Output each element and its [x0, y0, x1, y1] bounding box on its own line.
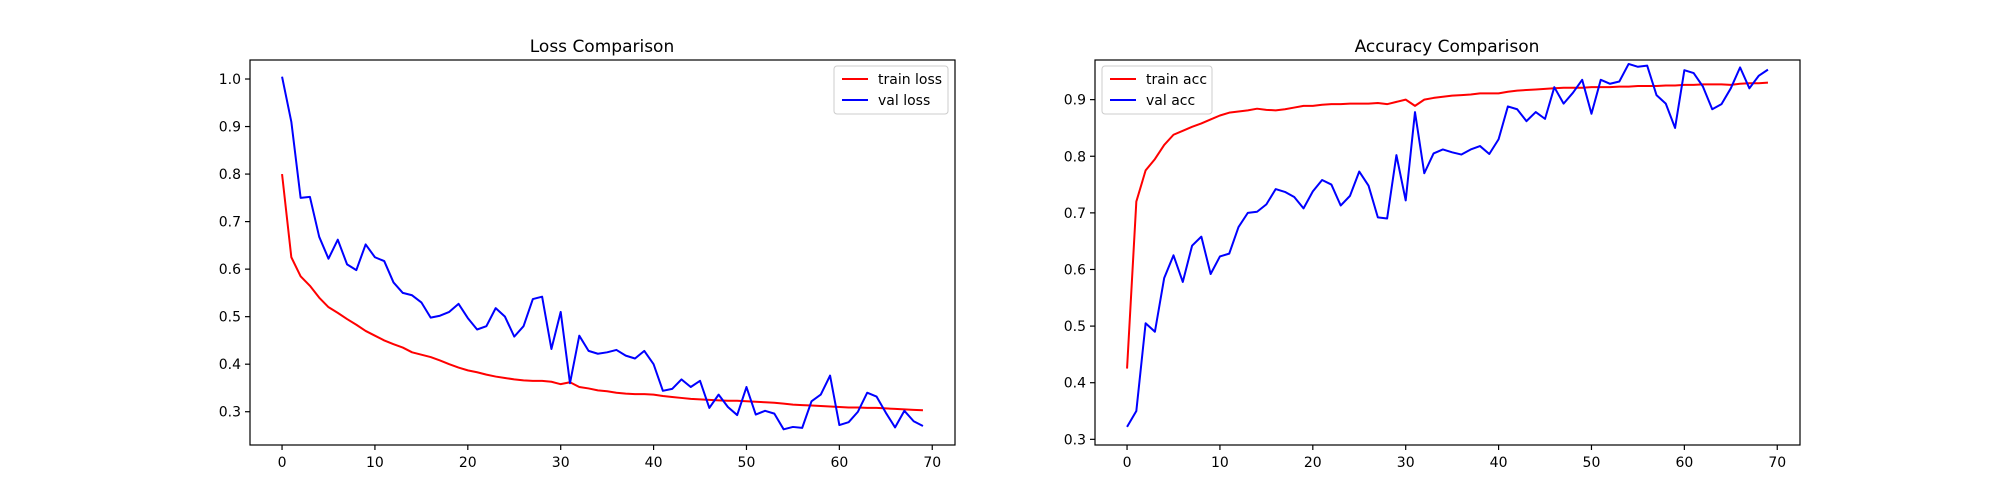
accuracy-x-tick-label: 60 [1675, 455, 1693, 471]
accuracy-chart-title: Accuracy Comparison [1355, 37, 1540, 57]
loss-x-tick-label: 20 [459, 455, 477, 471]
accuracy-series-val-acc [1126, 62, 1769, 428]
loss-chart: Loss Comparison 0 10 20 30 40 50 60 70 0.30.40.… [219, 37, 956, 471]
accuracy-x-tick-label: 70 [1768, 455, 1786, 471]
loss-x-tick-label: 10 [366, 455, 384, 471]
accuracy-chart: Accuracy Comparison 0 10 20 30 40 50 60 70 0.30… [1064, 37, 1801, 471]
loss-chart-title: Loss Comparison [530, 37, 674, 57]
accuracy-y-tick-label: 0.5 [1064, 319, 1086, 335]
loss-x-axis: 0 10 20 30 40 50 60 70 [278, 445, 941, 471]
loss-y-tick-label: 0.4 [219, 357, 241, 373]
loss-legend-label-train: train loss [878, 72, 942, 88]
accuracy-x-tick-label: 40 [1490, 455, 1508, 471]
loss-series-layer [281, 76, 924, 431]
accuracy-x-tick-label: 10 [1211, 455, 1229, 471]
loss-legend: train loss val loss [833, 65, 949, 115]
loss-y-tick-label: 0.6 [219, 262, 241, 278]
accuracy-legend: train acc val acc [1101, 65, 1213, 115]
accuracy-y-tick-label: 0.7 [1064, 206, 1086, 222]
loss-y-tick-label: 0.9 [219, 120, 241, 136]
loss-y-tick-label: 0.3 [219, 405, 241, 421]
loss-y-tick-label: 0.8 [219, 167, 241, 183]
accuracy-legend-label-train: train acc [1146, 72, 1207, 88]
loss-x-tick-label: 50 [738, 455, 756, 471]
accuracy-x-tick-label: 0 [1123, 455, 1132, 471]
loss-y-tick-label: 0.7 [219, 215, 241, 231]
accuracy-y-tick-label: 0.6 [1064, 262, 1086, 278]
accuracy-y-tick-label: 0.8 [1064, 149, 1086, 165]
accuracy-x-tick-label: 50 [1583, 455, 1601, 471]
accuracy-y-tick-label: 0.9 [1064, 93, 1086, 109]
accuracy-y-tick-label: 0.3 [1064, 432, 1086, 448]
accuracy-series-layer [1126, 62, 1769, 428]
loss-x-tick-label: 0 [278, 455, 287, 471]
accuracy-x-tick-label: 20 [1304, 455, 1322, 471]
accuracy-y-tick-label: 0.4 [1064, 376, 1086, 392]
loss-x-tick-label: 30 [552, 455, 570, 471]
loss-series-train-loss [281, 173, 924, 412]
loss-y-tick-label: 1.0 [219, 72, 241, 88]
accuracy-series-train-acc [1126, 81, 1769, 369]
accuracy-x-tick-label: 30 [1397, 455, 1415, 471]
loss-y-tick-label: 0.5 [219, 310, 241, 326]
accuracy-x-axis: 0 10 20 30 40 50 60 70 [1123, 445, 1786, 471]
accuracy-y-axis: 0.3 0.4 0.5 0.6 0.7 0.8 0.9 [1064, 93, 1095, 448]
accuracy-plot-frame [1094, 59, 1801, 446]
loss-y-axis: 0.3 0.4 0.5 0.6 0.7 0.8 0.9 1.0 [219, 72, 250, 421]
loss-x-tick-label: 70 [923, 455, 941, 471]
loss-series-val-loss [281, 76, 924, 431]
loss-plot-frame [249, 59, 956, 446]
loss-x-tick-label: 40 [645, 455, 663, 471]
loss-legend-label-val: val loss [878, 93, 930, 109]
accuracy-legend-label-val: val acc [1146, 93, 1195, 109]
loss-x-tick-label: 60 [830, 455, 848, 471]
